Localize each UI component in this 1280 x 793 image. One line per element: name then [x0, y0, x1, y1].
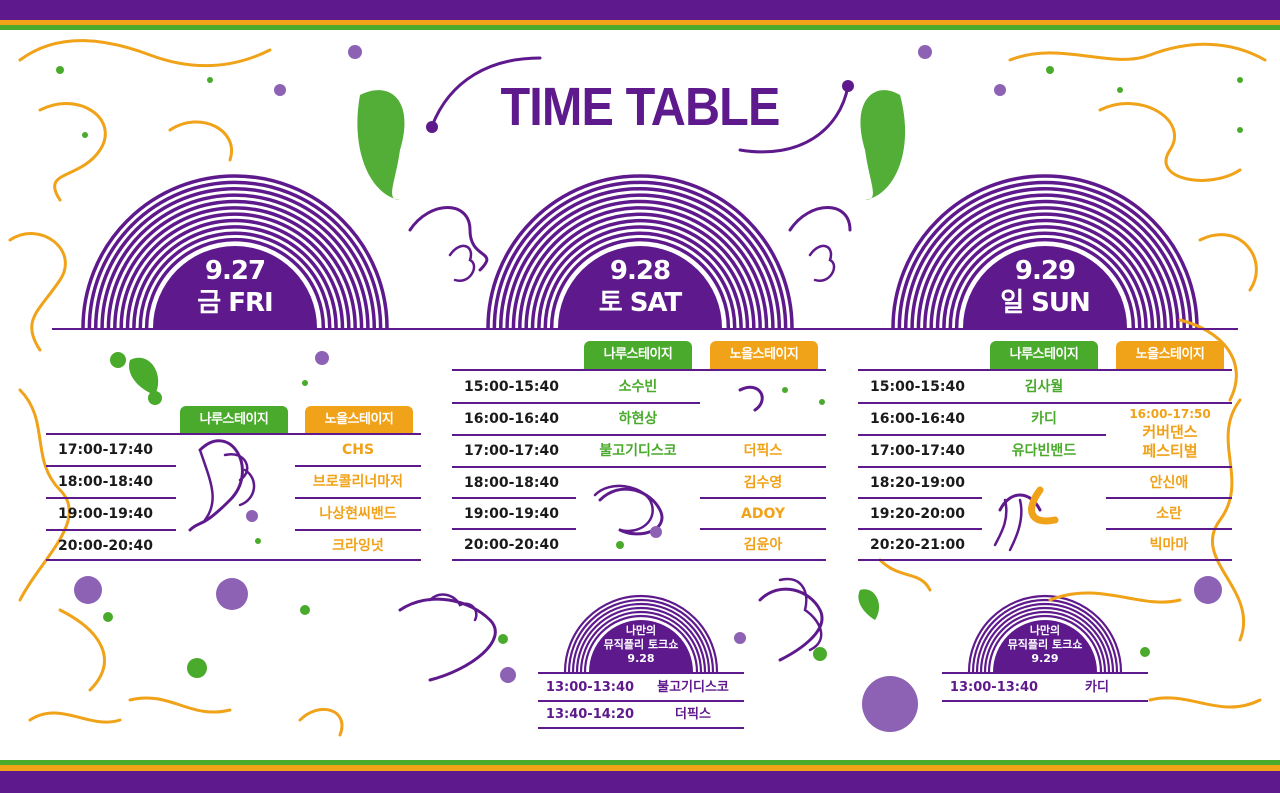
time-slot: 19:00-19:40: [464, 506, 559, 522]
noeul-act: 나상현씨밴드: [319, 506, 397, 522]
day-weekday: 금 FRI: [197, 288, 273, 318]
naru-act: 소수빈: [618, 379, 658, 395]
time-slot: 17:00-17:40: [870, 443, 965, 459]
talkshow-title-line2: 뮤직플리 토크쇼: [1007, 638, 1083, 651]
special-name-line2: 페스티벌: [1142, 442, 1198, 460]
talkshow-title-line1: 나만의: [625, 624, 657, 637]
green-dots: [56, 66, 1243, 678]
day-date: 9.29: [1014, 256, 1076, 286]
talkshow-time: 13:00-13:40: [545, 680, 635, 695]
time-slot: 18:00-18:40: [464, 475, 559, 491]
day-date: 9.27: [204, 256, 266, 286]
talkshow-date: 9.29: [1031, 652, 1059, 665]
special-event: 16:00-17:50 커버댄스 페스티벌: [1108, 405, 1232, 461]
time-slot: 20:00-20:40: [58, 538, 153, 554]
talkshow-title-line1: 나만의: [1029, 624, 1061, 637]
top-stripe-orange: [0, 20, 1280, 25]
bottom-stripe-purple: [0, 771, 1280, 793]
time-slot: 16:00-16:40: [464, 411, 559, 427]
top-stripe-purple: [0, 0, 1280, 20]
naru-act: 카디: [1031, 411, 1057, 427]
day-label-sun: 9.29 일 SUN: [970, 255, 1120, 319]
stage-badge-noeul: 노을스테이지: [305, 406, 413, 434]
time-slot: 19:20-20:00: [870, 506, 965, 522]
time-slot: 20:00-20:40: [464, 537, 559, 553]
noeul-act: 안신애: [1149, 475, 1189, 491]
stage-badge-naru: 나루스테이지: [180, 406, 288, 434]
top-stripe-green: [0, 25, 1280, 30]
green-leaves: [129, 90, 906, 620]
time-slot: 18:00-18:40: [58, 474, 153, 490]
time-slot: 15:00-15:40: [464, 379, 559, 395]
noeul-act: CHS: [341, 442, 375, 458]
time-slot: 17:00-17:40: [58, 442, 153, 458]
bottom-stripe-green: [0, 760, 1280, 765]
time-slot: 19:00-19:40: [58, 506, 153, 522]
page-title: TIME TABLE: [500, 77, 781, 137]
talkshow-time: 13:00-13:40: [949, 680, 1039, 695]
time-slot: 20:20-21:00: [870, 537, 965, 553]
talkshow-guest: 카디: [1085, 680, 1109, 695]
time-slot: 15:00-15:40: [870, 379, 965, 395]
talkshow-guest: 더픽스: [675, 707, 711, 722]
stage-badge-noeul: 노을스테이지: [710, 341, 818, 369]
day-weekday: 일 SUN: [1000, 288, 1091, 318]
talkshow-date: 9.28: [627, 652, 655, 665]
talkshow-guest: 불고기디스코: [657, 680, 729, 695]
stage-badge-naru: 나루스테이지: [584, 341, 692, 369]
naru-act: 하현상: [618, 411, 658, 427]
noeul-act: 크라잉넛: [332, 538, 384, 554]
day-label-fri: 9.27 금 FRI: [160, 255, 310, 319]
day-date: 9.28: [609, 256, 671, 286]
talkshow-title: 나만의 뮤직플리 토크쇼 9.28: [591, 624, 691, 666]
time-slot: 17:00-17:40: [464, 443, 559, 459]
orange-moon: [1028, 486, 1059, 525]
day-weekday: 토 SAT: [598, 288, 683, 318]
noeul-act: 김윤아: [743, 537, 783, 553]
vinyl-talkshow-929: [967, 594, 1123, 673]
time-slot: 18:20-19:00: [870, 475, 965, 491]
day-label-sat: 9.28 토 SAT: [565, 255, 715, 319]
naru-act: 유다빈밴드: [1011, 443, 1077, 459]
stage-badge-noeul: 노을스테이지: [1116, 341, 1224, 369]
header-divider: [52, 328, 1238, 330]
noeul-act: ADOY: [741, 506, 785, 522]
noeul-act: 브로콜리너마저: [312, 474, 404, 490]
talkshow-title-line2: 뮤직플리 토크쇼: [603, 638, 679, 651]
naru-act: 김사월: [1024, 379, 1064, 395]
special-name-line1: 커버댄스: [1142, 423, 1198, 441]
purple-pins: [426, 80, 854, 133]
vinyl-talkshow-928: [563, 594, 719, 673]
orange-swirls: [8, 39, 1267, 737]
noeul-act: 소란: [1156, 506, 1182, 522]
stage-badge-naru: 나루스테이지: [990, 341, 1098, 369]
talkshow-title: 나만의 뮤직플리 토크쇼 9.29: [995, 624, 1095, 666]
vinyl-sun: [891, 174, 1199, 329]
time-slot: 16:00-16:40: [870, 411, 965, 427]
vinyl-sat: [486, 174, 794, 329]
vinyl-fri: [81, 174, 389, 329]
vinyl-records: [81, 174, 1199, 673]
noeul-act: 더픽스: [743, 443, 783, 459]
bottom-stripe-orange: [0, 765, 1280, 771]
talkshow-time: 13:40-14:20: [545, 707, 635, 722]
special-time: 16:00-17:50: [1129, 407, 1211, 421]
noeul-act: 김수영: [743, 475, 783, 491]
character-doodles: [198, 244, 1023, 652]
noeul-act: 빅마마: [1149, 537, 1189, 553]
purple-dots: [74, 45, 1222, 732]
naru-act: 불고기디스코: [599, 443, 677, 459]
